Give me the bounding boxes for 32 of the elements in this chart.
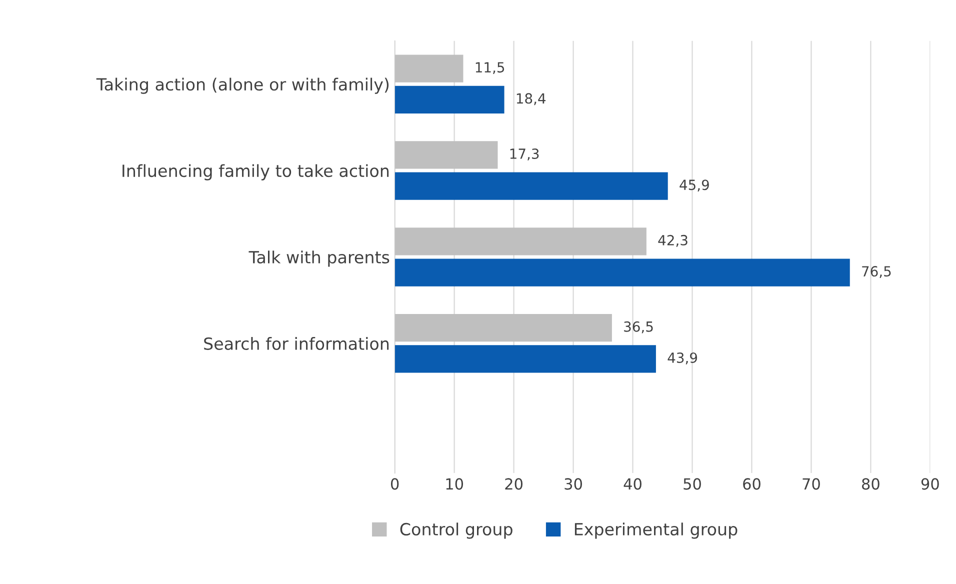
bar [394,54,464,82]
data-label: 76,5 [862,266,891,278]
bar [394,228,646,256]
x-tick-label: 80 [862,478,880,490]
x-tick-label: 90 [921,478,939,490]
x-tick-label: 70 [802,478,820,490]
x-tick-label: 50 [684,478,701,490]
x-tick-label: 10 [446,478,464,490]
y-tick-label: Search for information [204,337,389,350]
x-tick-label: 60 [743,478,760,490]
y-tick-label: Talk with parents [248,250,390,267]
legend-label: Control group [400,522,512,539]
x-tick-label: 40 [624,478,642,490]
data-label: 36,5 [624,321,653,334]
x-tick-label: 30 [564,478,582,490]
x-tick-label: 20 [505,478,523,490]
bar [394,86,504,114]
data-label: 43,9 [668,352,698,364]
bar [394,258,850,286]
y-tick-label: Taking action (alone or with family) [96,78,389,94]
bar [394,314,612,342]
y-tick-label: Influencing family to take action [122,164,389,180]
bar [394,172,668,200]
x-tick-label: 0 [390,478,399,490]
data-label: 18,4 [516,93,546,106]
bar [394,141,498,169]
data-label: 42,3 [658,234,688,247]
data-label: 17,3 [510,148,539,160]
legend-label: Experimental group [574,522,738,539]
bar [394,345,656,373]
data-label: 45,9 [680,180,709,192]
data-label: 11,5 [476,62,504,74]
